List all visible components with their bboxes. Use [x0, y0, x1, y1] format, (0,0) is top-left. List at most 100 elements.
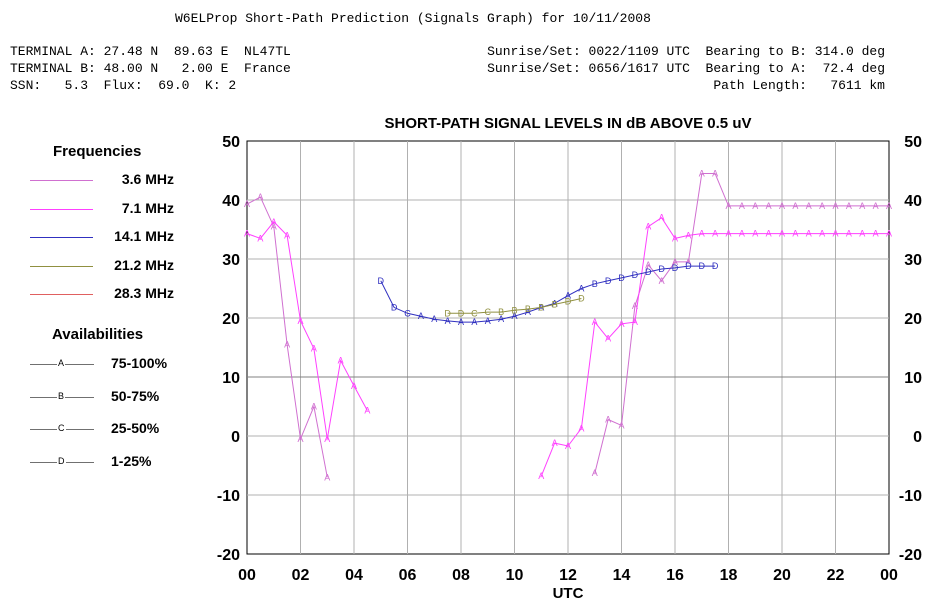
data-point-marker: D	[578, 294, 585, 304]
data-point-marker: A	[632, 317, 638, 327]
data-point-marker: A	[498, 314, 504, 324]
y-axis-left: -20 -10 0 10 20 30 40 50	[217, 134, 240, 564]
x-tick-label: 00	[880, 567, 898, 584]
x-tick-label: 14	[613, 567, 631, 584]
data-point-marker: A	[244, 229, 250, 239]
frequency-legend-label: 7.1 MHz	[121, 199, 174, 216]
data-point-marker: A	[297, 316, 303, 326]
data-point-marker: A	[779, 229, 785, 239]
data-point-marker: A	[605, 334, 611, 344]
solar-indices-line: SSN: 5.3 Flux: 69.0 K: 2	[10, 78, 237, 93]
path-length-line: Path Length: 7611 km	[713, 78, 885, 93]
report-title: W6ELProp Short-Path Prediction (Signals …	[175, 11, 651, 26]
data-point-marker: D	[672, 263, 679, 273]
y-axis-right: -20 -10 0 10 20 30 40 50	[899, 134, 922, 564]
availability-legend-marker: A	[57, 358, 66, 368]
frequency-legend-swatch	[30, 265, 93, 267]
data-point-marker: B	[525, 304, 531, 314]
data-point-marker: A	[645, 260, 651, 270]
data-point-marker: C	[471, 308, 478, 318]
data-point-marker: A	[297, 434, 303, 444]
data-point-marker: D	[458, 308, 465, 318]
x-tick-label: 10	[506, 567, 524, 584]
data-point-marker: D	[658, 264, 665, 274]
series-line	[540, 217, 889, 477]
y-tick-label-left: 10	[222, 370, 240, 387]
y-tick-label-left: -10	[217, 488, 240, 505]
x-tick-label: 00	[238, 567, 256, 584]
x-tick-label: 08	[452, 567, 470, 584]
data-point-marker: A	[311, 344, 317, 354]
data-point-marker: A	[819, 201, 825, 211]
data-point-marker: A	[672, 233, 678, 243]
frequency-legend-label: 14.1 MHz	[114, 228, 174, 244]
data-point-marker: A	[618, 420, 624, 430]
x-tick-label: 22	[827, 567, 845, 584]
data-point-marker: A	[284, 230, 290, 240]
y-tick-label-left: -20	[217, 547, 240, 564]
data-point-marker: A	[578, 284, 584, 294]
data-point-marker: A	[271, 222, 277, 232]
data-point-marker: A	[244, 199, 250, 209]
data-point-marker: A	[806, 201, 812, 211]
data-point-marker: A	[699, 229, 705, 239]
frequency-legend-swatch	[30, 208, 93, 210]
data-point-marker: A	[458, 317, 464, 327]
data-point-marker: D	[712, 261, 719, 271]
data-point-marker: A	[257, 233, 263, 243]
data-point-marker: A	[846, 201, 852, 211]
y-tick-label-left: 20	[222, 311, 240, 328]
x-axis-label: UTC	[553, 585, 584, 602]
x-tick-label: 18	[720, 567, 738, 584]
data-point-marker: D	[444, 308, 451, 318]
data-point-marker: A	[779, 201, 785, 211]
data-point-marker: A	[672, 257, 678, 267]
y-tick-label-left: 40	[222, 193, 240, 210]
frequency-legend-label: 28.3 MHz	[114, 285, 174, 301]
data-point-marker: A	[338, 355, 344, 365]
data-point-marker: A	[846, 229, 852, 239]
data-point-marker: A	[725, 229, 731, 239]
data-point-marker: A	[886, 229, 892, 239]
terminal-b-sun-bearing-line: Sunrise/Set: 0656/1617 UTC Bearing to A:…	[487, 61, 885, 76]
y-tick-label-left: 30	[222, 252, 240, 269]
y-tick-label-right: 40	[904, 193, 922, 210]
data-point-marker: C	[404, 308, 411, 318]
data-point-marker: A	[257, 192, 263, 202]
data-point-marker: B	[538, 302, 544, 312]
data-point-marker: A	[886, 201, 892, 211]
y-tick-label-right: 50	[904, 134, 922, 151]
x-tick-label: 02	[292, 567, 310, 584]
series-line	[594, 173, 889, 474]
series-14-1-mhz: DDC A A A A A A A A A A AAA B D D D D D D D D D	[378, 261, 719, 327]
data-point-marker: A	[525, 307, 531, 317]
data-point-marker: A	[752, 201, 758, 211]
data-point-marker: D	[685, 261, 692, 271]
data-point-marker: A	[873, 201, 879, 211]
data-point-marker: A	[538, 471, 544, 481]
data-point-marker: A	[859, 229, 865, 239]
y-tick-label-right: 10	[904, 370, 922, 387]
data-point-marker: A	[806, 229, 812, 239]
terminal-b-line: TERMINAL B: 48.00 N 2.00 E France	[10, 61, 291, 76]
x-axis: 00 02 04 06 08 10 12 14 16 18 20 22 00	[238, 567, 898, 584]
data-point-marker: A	[712, 168, 718, 178]
data-point-marker: A	[592, 317, 598, 327]
terminal-a-line: TERMINAL A: 27.48 N 89.63 E NL47TL	[10, 44, 291, 59]
availability-legend-label: 1-25%	[111, 452, 152, 469]
y-tick-label-right: 30	[904, 252, 922, 269]
data-point-marker: D	[645, 267, 652, 277]
series-line	[447, 298, 582, 314]
chart-grid	[246, 140, 890, 555]
frequency-legend-swatch	[30, 237, 93, 238]
frequency-legend-label: 3.6 MHz	[121, 171, 174, 187]
y-tick-label-right: 0	[913, 429, 922, 446]
data-point-marker: A	[364, 406, 370, 416]
data-point-marker: A	[431, 314, 437, 324]
data-point-marker: D	[618, 273, 625, 283]
data-point-marker: A	[471, 317, 477, 327]
data-point-marker: A	[552, 438, 558, 448]
